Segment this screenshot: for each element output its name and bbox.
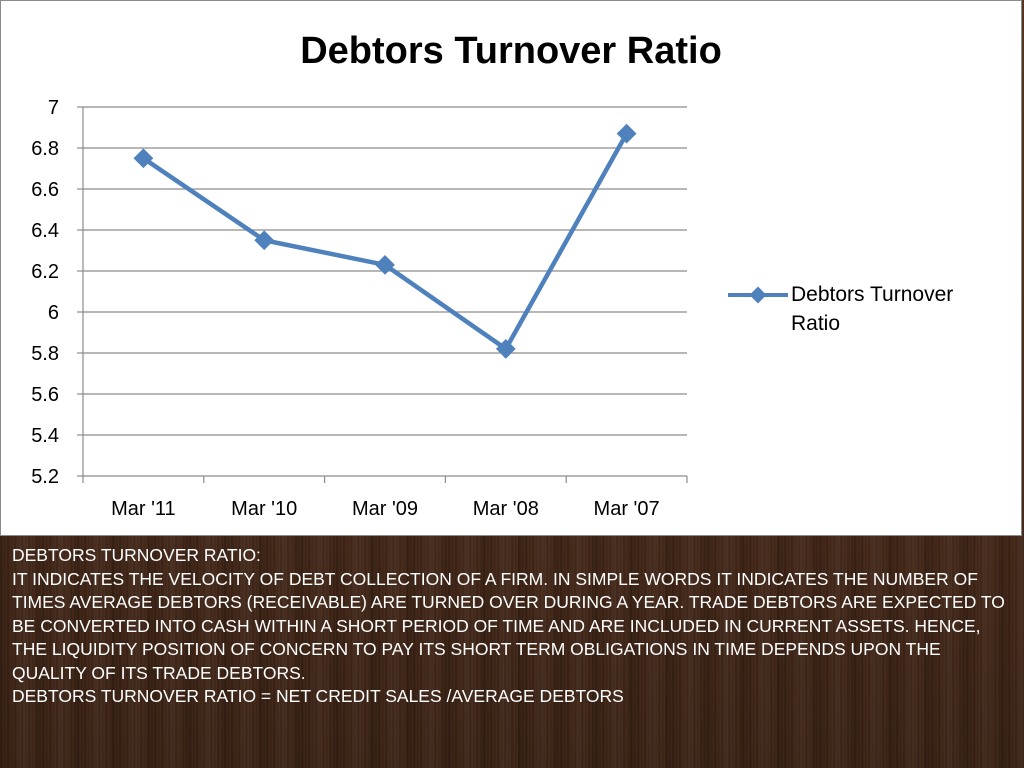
y-tick-label: 5.6	[31, 384, 59, 406]
y-tick-label: 6.4	[31, 220, 59, 242]
y-tick-label: 5.4	[31, 425, 59, 447]
data-point	[495, 339, 516, 359]
series-line	[142, 132, 629, 352]
axes	[82, 107, 688, 483]
x-tick-label: Mar '10	[231, 498, 297, 520]
data-point	[133, 148, 154, 169]
data-point	[254, 230, 275, 251]
gridlines	[77, 106, 687, 477]
x-tick-label: Mar '11	[111, 498, 176, 520]
x-tick-label: Mar '07	[594, 498, 660, 520]
legend-label: Debtors Turnover Ratio	[791, 283, 953, 335]
x-tick-label: Mar '09	[352, 498, 418, 520]
chart-title: Debtors Turnover Ratio	[300, 30, 722, 72]
data-point	[375, 254, 395, 275]
x-axis-tick-labels: Mar '11 Mar '10 Mar '09 Mar '08 Mar '07	[111, 498, 660, 520]
description-heading: DEBTORS TURNOVER RATIO:	[12, 545, 261, 565]
y-tick-label: 6.8	[31, 138, 59, 160]
description-text: DEBTORS TURNOVER RATIO: IT INDICATES THE…	[12, 544, 1012, 709]
chart-area: Debtors Turnover Ratio 7 6.8 6.6 6.4 6.2 6 5.8…	[0, 0, 1022, 536]
y-tick-label: 7	[48, 97, 59, 119]
description-body: IT INDICATES THE VELOCITY OF DEBT COLLEC…	[12, 568, 1005, 683]
y-tick-label: 6.6	[31, 179, 59, 201]
y-axis-tick-labels: 7 6.8 6.6 6.4 6.2 6 5.8 5.6 5.4 5.2	[31, 97, 59, 488]
series-debtors-turnover-ratio	[133, 123, 637, 359]
line-chart: Debtors Turnover Ratio 7 6.8 6.6 6.4 6.2 6 5.8…	[31, 30, 953, 520]
x-tick-label: Mar '08	[473, 498, 539, 520]
data-point	[616, 123, 637, 144]
y-tick-label: 6	[48, 302, 59, 324]
legend-marker-swatch	[749, 286, 767, 304]
y-tick-label: 6.2	[31, 261, 59, 283]
y-tick-label: 5.2	[31, 466, 59, 488]
y-tick-label: 5.8	[31, 343, 59, 365]
description-formula: DEBTORS TURNOVER RATIO = NET CREDIT SALE…	[12, 686, 624, 706]
legend: Debtors Turnover Ratio	[728, 283, 953, 335]
